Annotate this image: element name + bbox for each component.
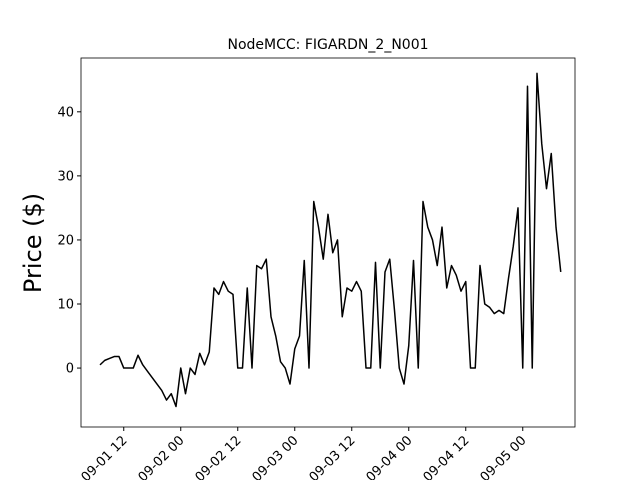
y-tick-label: 30 [57, 169, 74, 184]
y-tick-label: 40 [57, 105, 74, 120]
y-tick-label: 20 [57, 233, 74, 248]
chart-title: NodeMCC: FIGARDN_2_N001 [227, 37, 428, 53]
y-axis-label: Price ($) [19, 193, 47, 293]
y-tick-label: 0 [66, 362, 74, 377]
price-line [99, 72, 562, 408]
y-tick-label: 10 [57, 298, 74, 313]
plot-frame [80, 57, 576, 428]
